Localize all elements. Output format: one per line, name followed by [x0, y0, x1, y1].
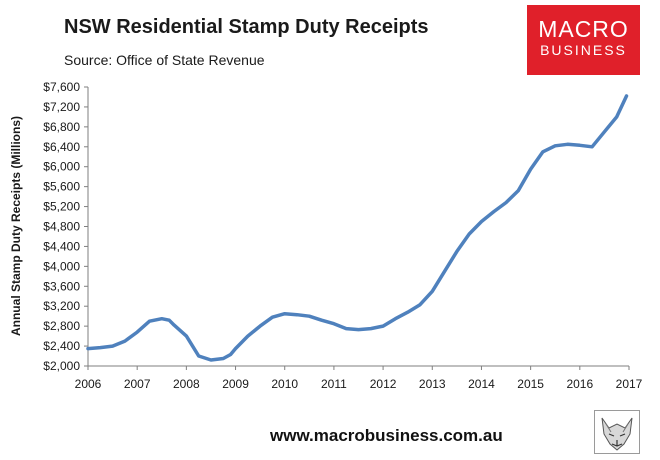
y-tick-label: $3,200 [43, 299, 80, 313]
wolf-logo-icon [594, 410, 640, 454]
y-tick-label: $6,400 [43, 140, 80, 154]
x-tick-label: 2007 [124, 377, 151, 391]
x-tick-label: 2013 [419, 377, 446, 391]
x-tick-label: 2014 [468, 377, 495, 391]
chart-title: NSW Residential Stamp Duty Receipts [64, 16, 429, 38]
x-tick-label: 2006 [75, 377, 102, 391]
y-tick-label: $4,400 [43, 239, 80, 253]
logo-line2: BUSINESS [540, 42, 627, 58]
y-tick-label: $2,000 [43, 359, 80, 373]
y-tick-label: $5,200 [43, 200, 80, 214]
y-tick-label: $4,800 [43, 220, 80, 234]
logo-line1: MACRO [538, 16, 629, 42]
y-tick-label: $7,200 [43, 100, 80, 114]
x-tick-label: 2012 [370, 377, 397, 391]
y-tick-label: $2,400 [43, 339, 80, 353]
y-tick-label: $7,600 [43, 80, 80, 94]
series-line [86, 94, 629, 362]
x-tick-label: 2009 [222, 377, 249, 391]
x-tick-label: 2010 [271, 377, 298, 391]
x-tick-label: 2017 [616, 377, 643, 391]
y-tick-label: $2,800 [43, 319, 80, 333]
y-tick-label: $4,000 [43, 259, 80, 273]
x-tick-label: 2008 [173, 377, 200, 391]
y-tick-label: $3,600 [43, 279, 80, 293]
x-tick-label: 2011 [321, 377, 347, 391]
y-tick-label: $5,600 [43, 180, 80, 194]
source-text: Source: Office of State Revenue [64, 52, 265, 68]
macrobusiness-logo: MACRO BUSINESS [527, 5, 640, 75]
y-tick-label: $6,800 [43, 120, 80, 134]
y-tick-label: $6,000 [43, 160, 80, 174]
x-tick-label: 2016 [566, 377, 593, 391]
x-tick-label: 2015 [517, 377, 544, 391]
footer-url[interactable]: www.macrobusiness.com.au [270, 426, 503, 445]
